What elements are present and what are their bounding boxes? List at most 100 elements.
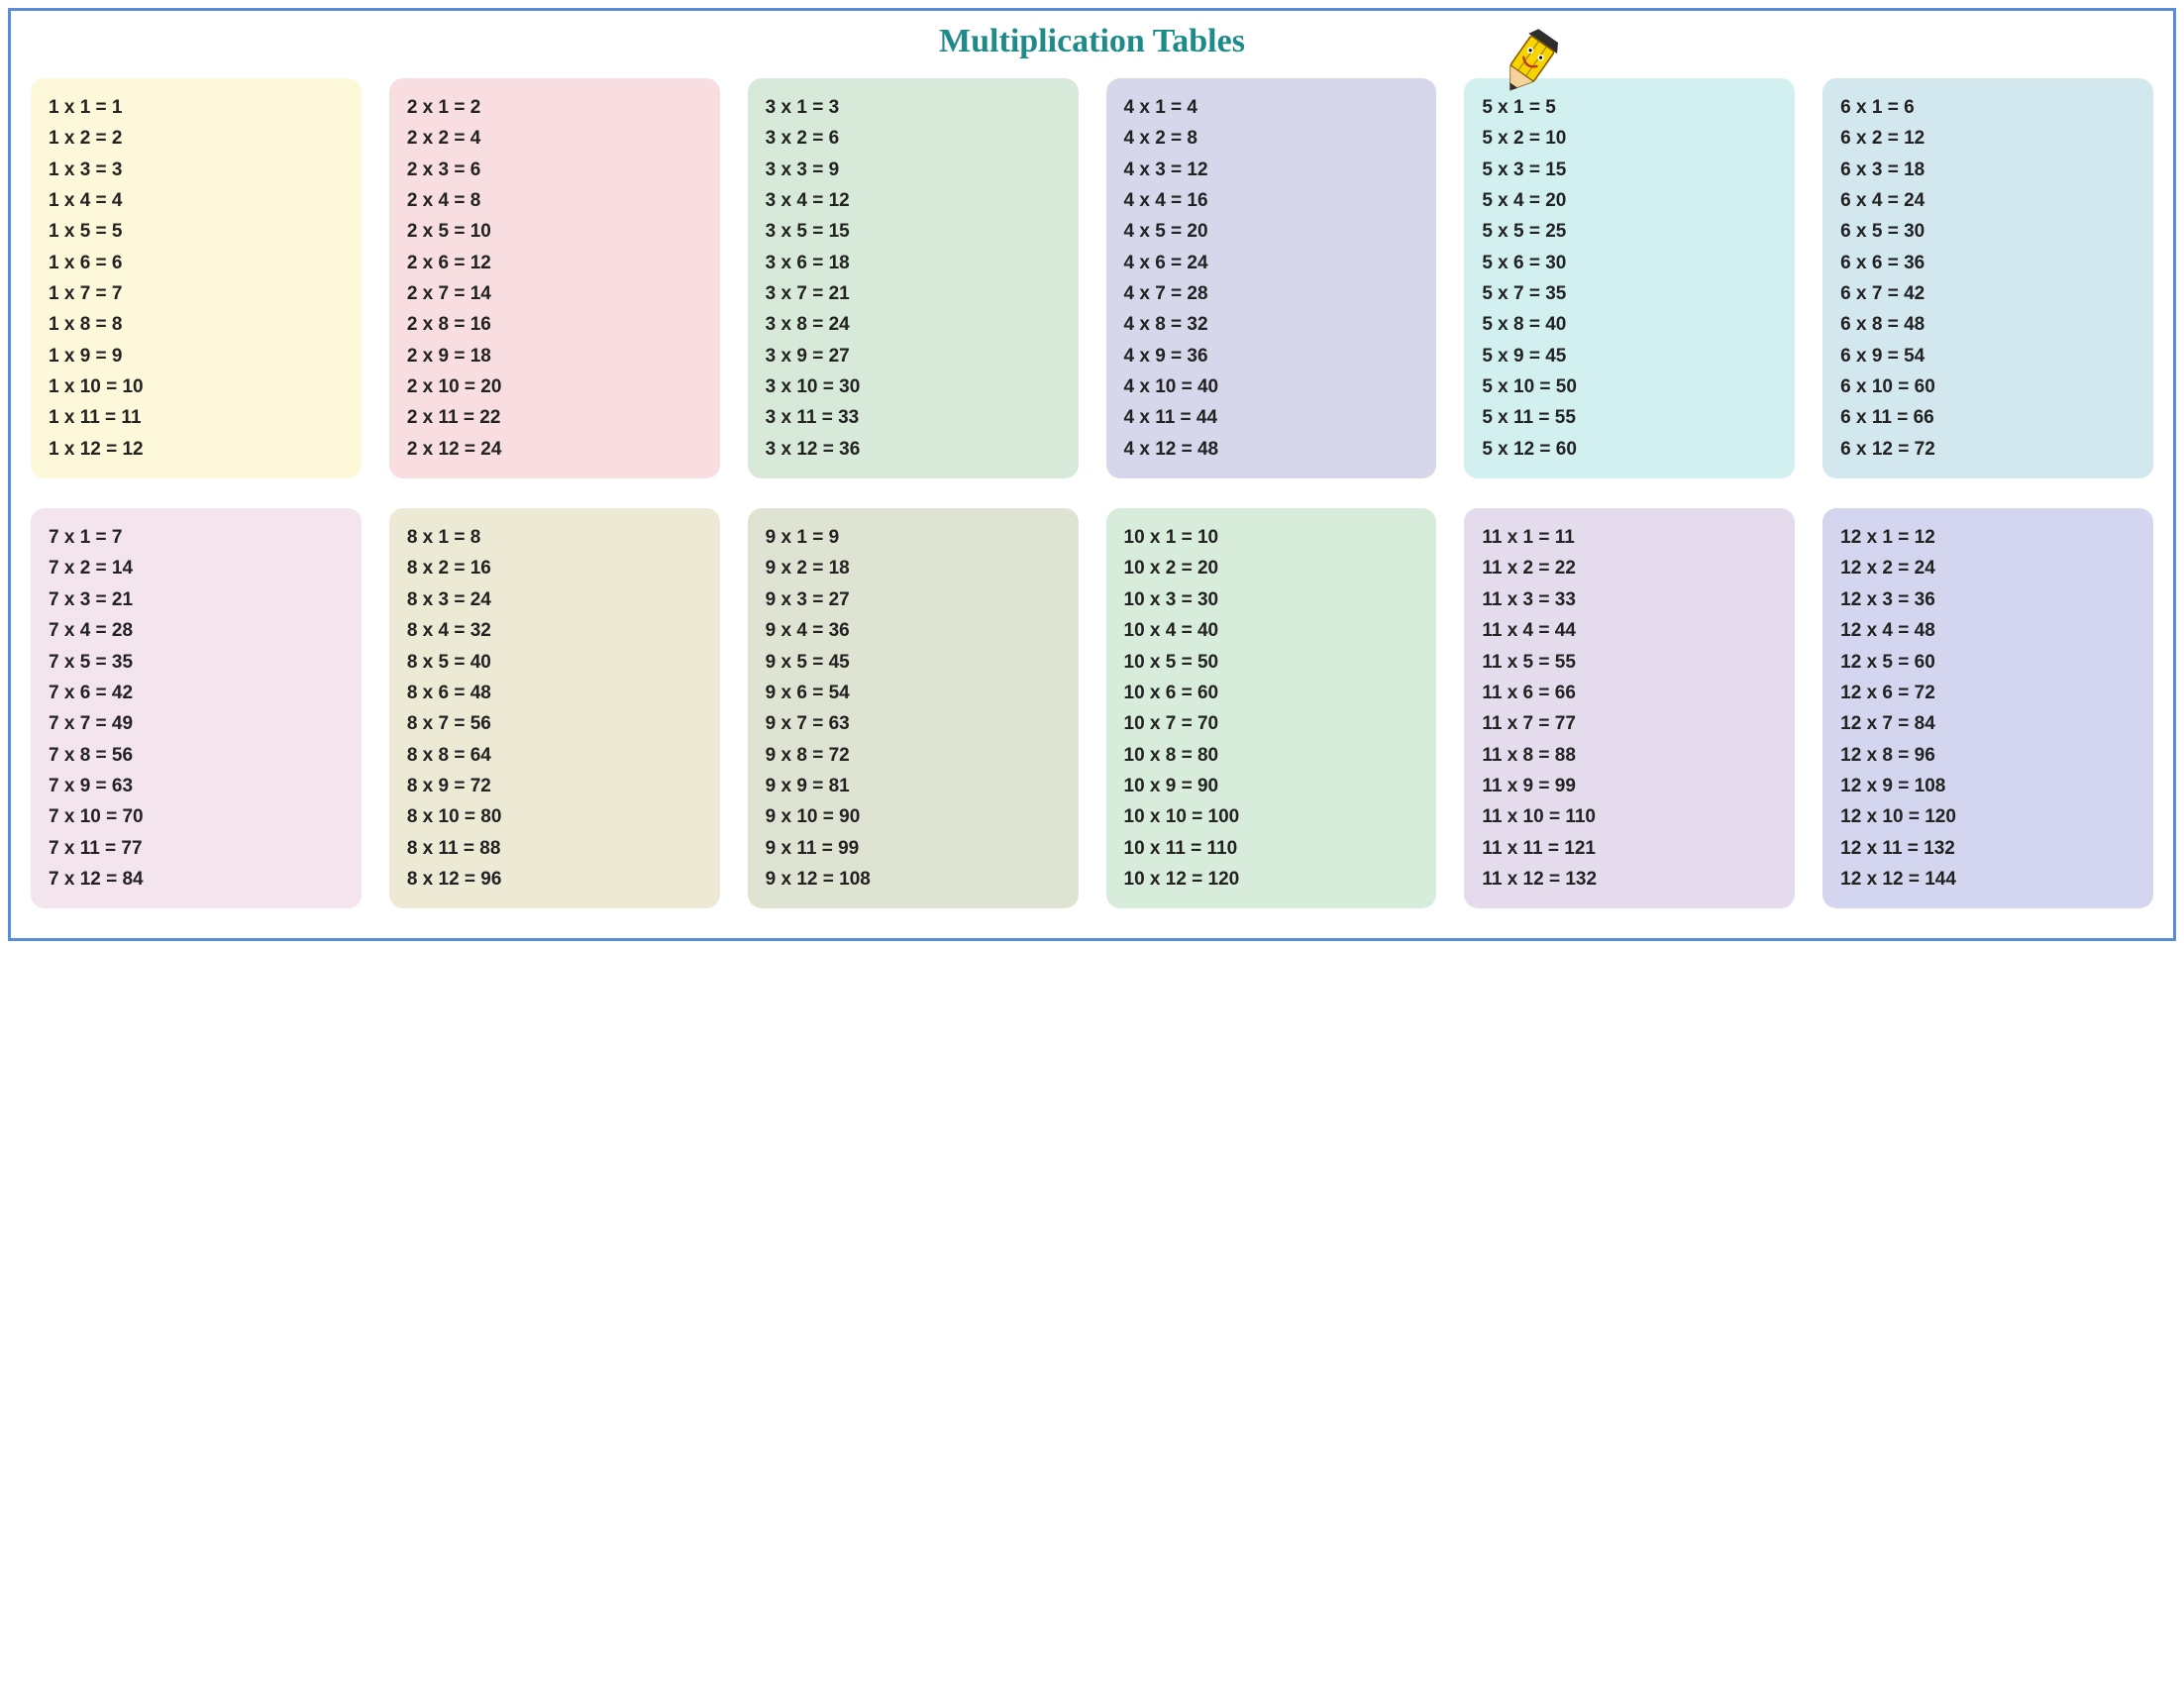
table-row: 9 x 5 = 45: [766, 647, 1065, 678]
table-row: 9 x 6 = 54: [766, 678, 1065, 708]
table-row: 10 x 9 = 90: [1124, 771, 1423, 801]
table-row: 6 x 11 = 66: [1840, 402, 2139, 433]
table-row: 3 x 11 = 33: [766, 402, 1065, 433]
table-row: 3 x 5 = 15: [766, 216, 1065, 247]
table-card-9: 9 x 1 = 99 x 2 = 189 x 3 = 279 x 4 = 369…: [748, 508, 1079, 908]
table-row: 10 x 2 = 20: [1124, 553, 1423, 583]
table-row: 11 x 11 = 121: [1482, 833, 1781, 864]
table-row: 5 x 8 = 40: [1482, 309, 1781, 340]
table-row: 8 x 11 = 88: [407, 833, 706, 864]
table-card-3: 3 x 1 = 33 x 2 = 63 x 3 = 93 x 4 = 123 x…: [748, 78, 1079, 478]
table-row: 11 x 6 = 66: [1482, 678, 1781, 708]
table-row: 9 x 2 = 18: [766, 553, 1065, 583]
table-row: 5 x 7 = 35: [1482, 278, 1781, 309]
table-row: 1 x 12 = 12: [49, 434, 348, 465]
table-row: 9 x 4 = 36: [766, 615, 1065, 646]
tables-grid: 1 x 1 = 11 x 2 = 21 x 3 = 31 x 4 = 41 x …: [31, 78, 2153, 908]
table-row: 5 x 11 = 55: [1482, 402, 1781, 433]
table-row: 2 x 12 = 24: [407, 434, 706, 465]
table-card-5: 5 x 1 = 55 x 2 = 105 x 3 = 155 x 4 = 205…: [1464, 78, 1795, 478]
table-row: 3 x 4 = 12: [766, 185, 1065, 216]
table-row: 6 x 4 = 24: [1840, 185, 2139, 216]
table-row: 10 x 3 = 30: [1124, 584, 1423, 615]
table-row: 8 x 8 = 64: [407, 740, 706, 771]
table-row: 1 x 1 = 1: [49, 92, 348, 123]
table-card-7: 7 x 1 = 77 x 2 = 147 x 3 = 217 x 4 = 287…: [31, 508, 362, 908]
table-row: 9 x 9 = 81: [766, 771, 1065, 801]
table-card-2: 2 x 1 = 22 x 2 = 42 x 3 = 62 x 4 = 82 x …: [389, 78, 720, 478]
table-row: 2 x 9 = 18: [407, 341, 706, 371]
page-frame: Multiplication Tables 1 x 1 = 11 x 2 = 2…: [8, 8, 2176, 941]
table-row: 6 x 6 = 36: [1840, 248, 2139, 278]
table-card-4: 4 x 1 = 44 x 2 = 84 x 3 = 124 x 4 = 164 …: [1106, 78, 1437, 478]
table-row: 7 x 12 = 84: [49, 864, 348, 895]
table-row: 4 x 5 = 20: [1124, 216, 1423, 247]
table-row: 1 x 7 = 7: [49, 278, 348, 309]
table-row: 12 x 11 = 132: [1840, 833, 2139, 864]
table-row: 8 x 5 = 40: [407, 647, 706, 678]
table-row: 9 x 11 = 99: [766, 833, 1065, 864]
table-row: 11 x 8 = 88: [1482, 740, 1781, 771]
table-row: 8 x 1 = 8: [407, 522, 706, 553]
table-row: 4 x 4 = 16: [1124, 185, 1423, 216]
table-row: 10 x 7 = 70: [1124, 708, 1423, 739]
table-row: 2 x 10 = 20: [407, 371, 706, 402]
table-row: 5 x 4 = 20: [1482, 185, 1781, 216]
table-row: 6 x 1 = 6: [1840, 92, 2139, 123]
table-row: 2 x 2 = 4: [407, 123, 706, 154]
table-row: 11 x 1 = 11: [1482, 522, 1781, 553]
table-row: 3 x 6 = 18: [766, 248, 1065, 278]
table-row: 8 x 6 = 48: [407, 678, 706, 708]
table-row: 1 x 11 = 11: [49, 402, 348, 433]
table-row: 2 x 4 = 8: [407, 185, 706, 216]
table-row: 9 x 1 = 9: [766, 522, 1065, 553]
table-row: 1 x 5 = 5: [49, 216, 348, 247]
table-row: 8 x 9 = 72: [407, 771, 706, 801]
table-row: 7 x 1 = 7: [49, 522, 348, 553]
table-row: 2 x 5 = 10: [407, 216, 706, 247]
table-row: 9 x 10 = 90: [766, 801, 1065, 832]
table-row: 12 x 7 = 84: [1840, 708, 2139, 739]
table-card-8: 8 x 1 = 88 x 2 = 168 x 3 = 248 x 4 = 328…: [389, 508, 720, 908]
table-row: 7 x 3 = 21: [49, 584, 348, 615]
table-row: 3 x 7 = 21: [766, 278, 1065, 309]
table-row: 5 x 10 = 50: [1482, 371, 1781, 402]
table-row: 8 x 2 = 16: [407, 553, 706, 583]
table-row: 2 x 3 = 6: [407, 155, 706, 185]
table-row: 6 x 9 = 54: [1840, 341, 2139, 371]
table-row: 6 x 8 = 48: [1840, 309, 2139, 340]
table-row: 8 x 12 = 96: [407, 864, 706, 895]
table-row: 1 x 2 = 2: [49, 123, 348, 154]
table-row: 4 x 1 = 4: [1124, 92, 1423, 123]
table-row: 9 x 12 = 108: [766, 864, 1065, 895]
table-row: 5 x 12 = 60: [1482, 434, 1781, 465]
table-row: 7 x 4 = 28: [49, 615, 348, 646]
table-row: 11 x 4 = 44: [1482, 615, 1781, 646]
table-row: 12 x 4 = 48: [1840, 615, 2139, 646]
table-row: 6 x 10 = 60: [1840, 371, 2139, 402]
table-row: 11 x 2 = 22: [1482, 553, 1781, 583]
table-row: 3 x 8 = 24: [766, 309, 1065, 340]
table-card-1: 1 x 1 = 11 x 2 = 21 x 3 = 31 x 4 = 41 x …: [31, 78, 362, 478]
table-card-12: 12 x 1 = 1212 x 2 = 2412 x 3 = 3612 x 4 …: [1822, 508, 2153, 908]
table-row: 5 x 5 = 25: [1482, 216, 1781, 247]
table-row: 10 x 4 = 40: [1124, 615, 1423, 646]
table-row: 4 x 6 = 24: [1124, 248, 1423, 278]
table-row: 2 x 1 = 2: [407, 92, 706, 123]
table-row: 6 x 3 = 18: [1840, 155, 2139, 185]
table-row: 12 x 2 = 24: [1840, 553, 2139, 583]
table-row: 1 x 9 = 9: [49, 341, 348, 371]
table-row: 3 x 10 = 30: [766, 371, 1065, 402]
table-row: 8 x 3 = 24: [407, 584, 706, 615]
table-row: 4 x 12 = 48: [1124, 434, 1423, 465]
table-row: 4 x 9 = 36: [1124, 341, 1423, 371]
table-card-6: 6 x 1 = 66 x 2 = 126 x 3 = 186 x 4 = 246…: [1822, 78, 2153, 478]
table-row: 3 x 2 = 6: [766, 123, 1065, 154]
table-row: 12 x 9 = 108: [1840, 771, 2139, 801]
table-row: 9 x 3 = 27: [766, 584, 1065, 615]
table-row: 2 x 8 = 16: [407, 309, 706, 340]
table-row: 5 x 2 = 10: [1482, 123, 1781, 154]
table-card-10: 10 x 1 = 1010 x 2 = 2010 x 3 = 3010 x 4 …: [1106, 508, 1437, 908]
table-row: 1 x 8 = 8: [49, 309, 348, 340]
table-row: 12 x 3 = 36: [1840, 584, 2139, 615]
